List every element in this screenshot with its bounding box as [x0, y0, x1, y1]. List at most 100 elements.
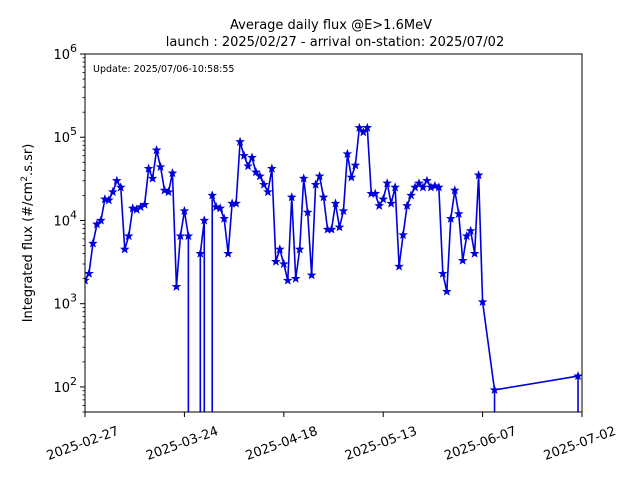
data-point: [123, 230, 134, 241]
data-point: [199, 215, 210, 225]
plot-frame: [84, 53, 583, 413]
y-tick-base: 10: [53, 381, 70, 396]
series-group: [85, 122, 582, 412]
data-point: [342, 148, 353, 159]
data-point: [111, 175, 122, 185]
data-point: [211, 201, 222, 212]
data-point: [330, 198, 341, 208]
y-tick-exponent: 3: [70, 292, 77, 305]
y-tick-exponent: 4: [70, 208, 77, 221]
data-point: [85, 275, 90, 285]
y-tick-exponent: 6: [70, 42, 77, 55]
data-point: [247, 152, 257, 162]
data-point: [183, 230, 194, 241]
data-point: [223, 248, 233, 258]
data-point: [115, 182, 126, 192]
data-point: [155, 161, 166, 172]
y-axis-label: Integrated flux (#/cm2.s.sr): [20, 144, 36, 323]
x-tick-label: 2025-07-02: [542, 424, 618, 464]
data-point: [294, 244, 305, 254]
data-point: [290, 273, 301, 283]
y-tick-label: 104: [53, 208, 77, 229]
data-point: [434, 182, 444, 192]
data-point: [85, 268, 94, 278]
data-point: [442, 286, 452, 296]
chart-title: Average daily flux @E>1.6MeV: [230, 18, 432, 33]
data-point: [104, 195, 114, 205]
data-point: [422, 175, 432, 185]
data-point: [175, 230, 186, 241]
series-line: [85, 125, 579, 412]
y-tick-exponent: 2: [70, 375, 77, 388]
data-point: [350, 160, 361, 170]
y-tick-base: 10: [53, 48, 70, 63]
data-point: [326, 224, 337, 234]
data-point: [374, 200, 385, 210]
data-point: [147, 173, 158, 183]
data-point: [195, 248, 206, 258]
x-tick-label: 2025-06-07: [442, 424, 518, 464]
data-point: [378, 194, 389, 204]
y-tick-label: 106: [53, 42, 77, 63]
data-point: [346, 172, 357, 182]
data-point: [286, 192, 297, 202]
data-point: [461, 230, 472, 241]
data-point: [108, 186, 118, 197]
data-point: [219, 213, 229, 223]
data-point: [215, 203, 225, 213]
x-axis: 2025-02-27 2025-03-24 2025-04-18 2025-05-13…: [45, 412, 618, 464]
data-point: [143, 163, 154, 173]
data-point: [390, 182, 400, 192]
data-point: [334, 222, 345, 232]
data-point: [171, 281, 182, 291]
data-point: [275, 244, 285, 254]
data-point: [414, 178, 424, 188]
data-point: [473, 170, 484, 180]
data-point: [243, 161, 253, 171]
data-point: [179, 205, 190, 216]
data-point: [302, 207, 313, 217]
data-point: [127, 203, 138, 213]
data-point: [159, 185, 170, 195]
data-point: [139, 199, 150, 209]
plot-area: [85, 122, 582, 412]
data-point: [438, 268, 448, 278]
x-tick-label: 2025-02-27: [45, 424, 121, 464]
data-point: [151, 145, 162, 155]
data-point: [445, 213, 456, 223]
y-tick-base: 10: [53, 214, 70, 229]
data-point: [298, 173, 309, 183]
data-point: [358, 127, 369, 137]
data-point: [271, 256, 281, 266]
data-point: [394, 261, 404, 271]
data-point: [386, 198, 396, 208]
y-tick-exponent: 5: [70, 125, 77, 138]
data-point: [449, 185, 460, 195]
x-tick-label: 2025-04-18: [244, 424, 320, 464]
data-point: [398, 229, 408, 240]
x-tick-label: 2025-05-13: [343, 424, 419, 464]
y-tick-base: 10: [53, 131, 70, 146]
x-tick-label: 2025-03-24: [144, 424, 220, 464]
data-point: [263, 186, 273, 197]
chart-subtitle: launch : 2025/02/27 - arrival on-station…: [166, 35, 504, 50]
data-point: [167, 168, 178, 178]
data-point: [465, 225, 476, 235]
data-point: [469, 248, 480, 258]
data-point: [306, 270, 317, 280]
data-point: [231, 198, 241, 208]
update-annotation: Update: 2025/07/06-10:58:55: [93, 64, 234, 75]
y-tick-label: 105: [53, 125, 77, 146]
data-point: [354, 122, 365, 132]
data-point: [88, 238, 98, 248]
data-point: [255, 171, 265, 181]
data-point: [453, 208, 464, 218]
data-point: [259, 179, 269, 189]
data-point: [310, 179, 321, 189]
data-point: [267, 163, 277, 173]
data-point: [235, 136, 245, 146]
y-tick-label: 102: [53, 375, 77, 396]
data-point: [163, 186, 174, 197]
data-point: [406, 190, 416, 200]
